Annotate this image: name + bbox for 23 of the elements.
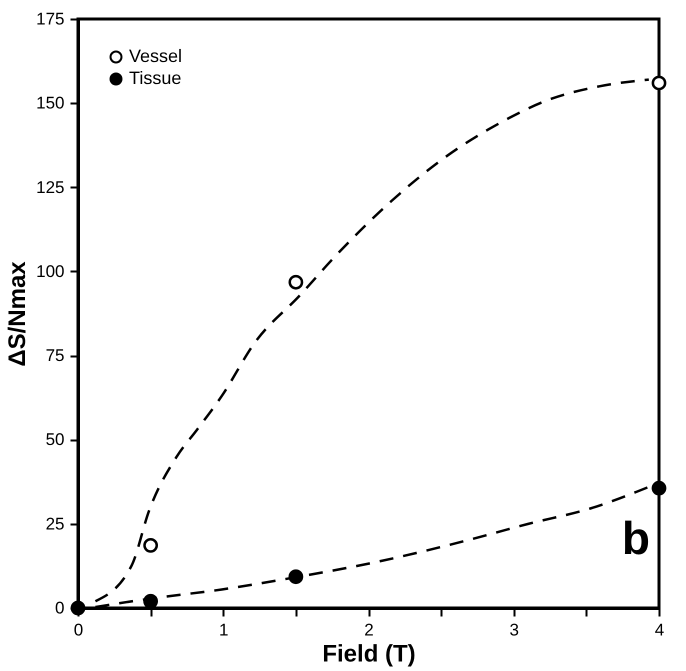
legend-label: Tissue	[129, 68, 182, 88]
y-tick-label: 175	[36, 10, 64, 28]
x-tick-label: 4	[654, 620, 664, 640]
y-tick-label: 100	[36, 262, 64, 281]
point	[652, 76, 666, 90]
y-tick-label: 25	[46, 514, 64, 534]
y-tick-label: 50	[46, 430, 64, 450]
y-axis-title: ΔS/Nmax	[4, 260, 32, 367]
legend-label: Vessel	[129, 46, 182, 66]
y-tick-label: 125	[36, 178, 64, 197]
x-tick-label: 0	[74, 620, 84, 640]
x-tick-label: 1	[219, 620, 228, 640]
x-tick-label: 2	[364, 620, 374, 640]
point	[652, 480, 666, 496]
x-axis-title: Field (T)	[322, 640, 416, 668]
x-tick-label: 3	[510, 620, 519, 640]
y-tick-label: 0	[55, 598, 64, 618]
point	[288, 274, 304, 290]
point	[288, 569, 304, 584]
y-tick-label: 75	[46, 346, 64, 366]
y-tick-label: 150	[36, 94, 64, 113]
point	[143, 538, 158, 553]
annotation: b	[622, 512, 650, 564]
